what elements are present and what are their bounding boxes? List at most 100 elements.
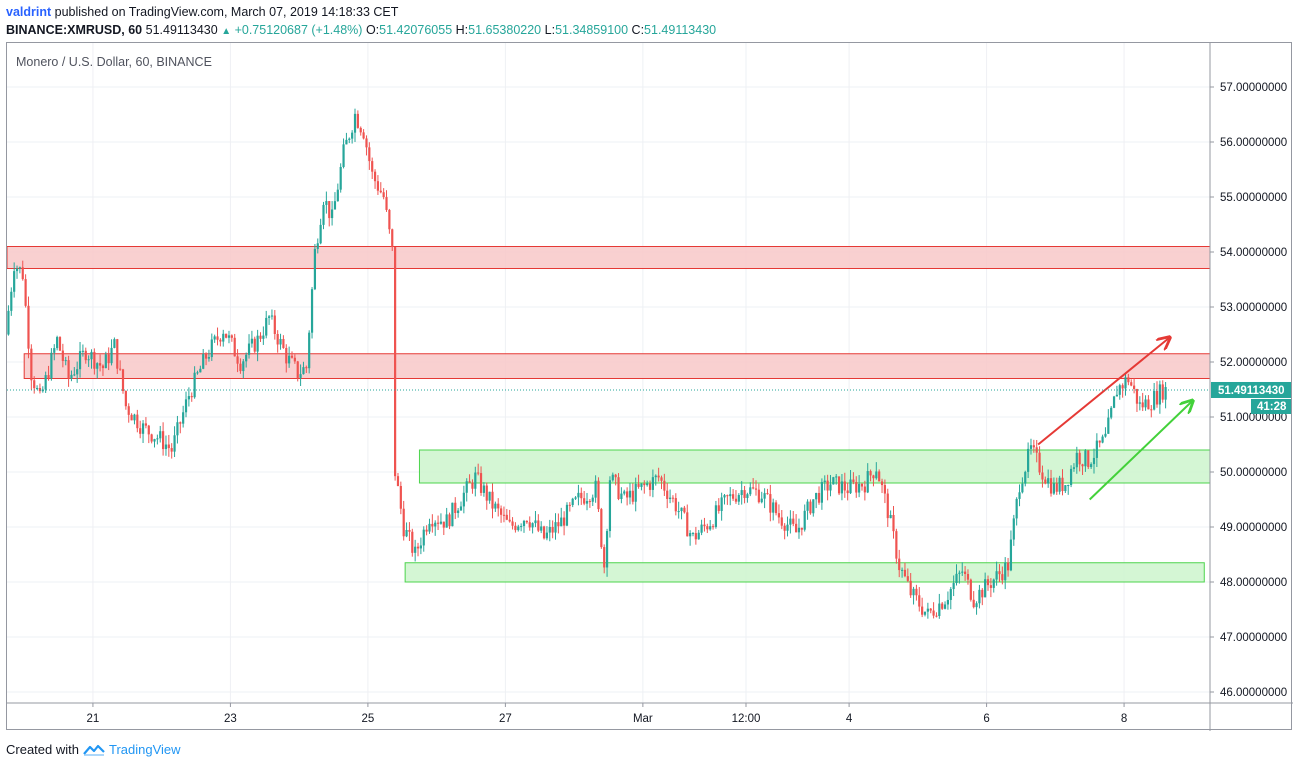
- candle-up: [96, 363, 99, 369]
- candle-up: [628, 490, 632, 498]
- price-chart[interactable]: 46.00000000 47.00000000 48.00000000 49.0000…: [7, 43, 1293, 731]
- candle-down: [293, 357, 296, 362]
- candle-up: [210, 339, 213, 358]
- candle-down: [1150, 409, 1153, 411]
- candle-up: [912, 588, 915, 596]
- candle-down: [376, 181, 380, 191]
- candle-down: [551, 526, 554, 533]
- candle-down: [1035, 447, 1038, 453]
- candle-up: [1101, 436, 1104, 443]
- candle-down: [388, 209, 391, 230]
- candle-up: [803, 510, 806, 530]
- candle-up: [81, 350, 85, 352]
- candle-up: [900, 569, 904, 571]
- candle-up: [1067, 485, 1070, 487]
- candle-up: [723, 495, 726, 498]
- candle-up: [866, 471, 869, 493]
- candle-up: [1024, 471, 1027, 484]
- candle-up: [434, 522, 437, 527]
- candle-down: [852, 479, 855, 482]
- candle-down: [408, 530, 411, 532]
- candle-down: [147, 425, 150, 435]
- candle-down: [731, 494, 735, 499]
- support-trend-arrow[interactable]: [1089, 401, 1193, 501]
- candle-down: [869, 471, 872, 476]
- candle-down: [528, 522, 531, 528]
- candle-up: [316, 243, 319, 249]
- candle-up: [1012, 518, 1015, 540]
- candle-up: [182, 412, 185, 424]
- candle-down: [514, 525, 517, 531]
- candle-down: [38, 388, 42, 392]
- open-label: O:: [365, 23, 380, 37]
- tradingview-brand-link[interactable]: TradingView: [108, 742, 181, 757]
- candle-up: [15, 268, 19, 272]
- candle-up: [760, 498, 763, 503]
- candle-up: [333, 201, 337, 210]
- candle-down: [216, 336, 219, 340]
- candle-up: [345, 139, 348, 145]
- candle-up: [620, 493, 623, 500]
- candle-down: [236, 356, 239, 364]
- candle-down: [230, 335, 233, 338]
- candle-down: [190, 396, 193, 398]
- candle-down: [454, 502, 457, 514]
- time-tick-label: 4: [846, 713, 853, 725]
- candle-up: [405, 530, 408, 537]
- candle-up: [823, 480, 826, 483]
- candle-up: [975, 603, 978, 608]
- candle-down: [603, 547, 606, 568]
- author-name[interactable]: valdrint: [6, 5, 52, 19]
- candle-up: [18, 267, 21, 269]
- candle-down: [282, 338, 285, 348]
- candle-up: [227, 335, 231, 338]
- candle-down: [929, 608, 932, 611]
- candle-down: [276, 333, 279, 345]
- time-tick-label: 12:00: [732, 713, 761, 725]
- high-label: H:: [455, 23, 469, 37]
- candle-down: [972, 599, 975, 608]
- candle-up: [720, 497, 723, 511]
- candle-up: [104, 354, 107, 369]
- candle-down: [508, 519, 511, 522]
- candle-down: [170, 448, 173, 452]
- candle-up: [797, 527, 801, 533]
- price-tick-label: 56.00000000: [1220, 137, 1287, 149]
- candle-up: [159, 431, 162, 439]
- close-value: 51.49113430: [644, 23, 717, 37]
- candle-down: [107, 354, 110, 364]
- candle-up: [958, 572, 961, 574]
- candle-down: [1141, 402, 1144, 408]
- candle-down: [694, 533, 697, 540]
- candle-up: [78, 351, 82, 370]
- candle-down: [368, 147, 371, 162]
- candle-down: [648, 483, 652, 490]
- candle-up: [1118, 385, 1121, 395]
- candle-down: [792, 518, 795, 524]
- candle-down: [362, 132, 365, 139]
- candle-up: [56, 337, 59, 349]
- candle-down: [711, 526, 715, 528]
- candle-down: [116, 339, 119, 369]
- candle-down: [442, 521, 445, 528]
- candle-down: [563, 517, 566, 526]
- candle-down: [918, 595, 921, 607]
- candle-down: [906, 576, 909, 581]
- candle-down: [479, 473, 483, 493]
- candle-down: [726, 495, 729, 497]
- candle-down: [382, 192, 385, 198]
- candle-down: [754, 488, 758, 490]
- candle-down: [674, 498, 677, 512]
- candle-down: [162, 431, 165, 450]
- candle-up: [428, 523, 431, 532]
- candle-up: [330, 209, 334, 219]
- price-tick-label: 52.00000000: [1220, 357, 1287, 369]
- resistance-trend-arrow[interactable]: [1037, 337, 1170, 446]
- price-tick-label: 57.00000000: [1220, 82, 1287, 94]
- triangle-up-icon: ▲: [221, 26, 232, 37]
- open-value: 51.42076055: [379, 23, 453, 37]
- candle-up: [746, 494, 749, 498]
- last-price-badge: [1211, 381, 1291, 398]
- candle-down: [903, 569, 907, 577]
- chart-frame[interactable]: 46.00000000 47.00000000 48.00000000 49.0000…: [6, 42, 1293, 731]
